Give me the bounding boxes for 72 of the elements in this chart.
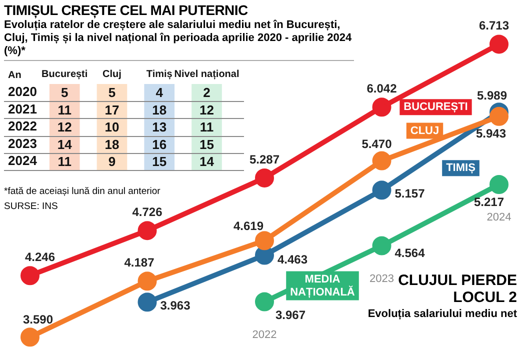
data-label: 4.246 xyxy=(24,250,56,264)
data-label: 6.713 xyxy=(478,18,510,33)
point xyxy=(20,266,40,286)
data-label: 13 xyxy=(152,120,167,135)
data-label: 12 xyxy=(57,120,72,135)
data-label: 15 xyxy=(152,154,167,170)
point xyxy=(138,292,157,312)
y-axis-title: An xyxy=(8,70,22,81)
x-tick-label: București xyxy=(42,68,88,80)
data-label: 3.963 xyxy=(160,298,191,312)
point xyxy=(372,180,392,200)
data-label: 4.726 xyxy=(132,204,163,219)
text: CLUJUL PIERDE LOCUL 2 xyxy=(398,272,517,306)
series-label: MEDIA NAȚIONALĂ xyxy=(290,273,355,298)
point xyxy=(255,231,274,250)
data-label: 11 xyxy=(200,120,214,135)
data-label: 4.463 xyxy=(277,252,308,267)
data-label: 15 xyxy=(200,136,214,152)
text: Evoluția salariului mediu net xyxy=(367,308,517,321)
y-tick-label: 2023 xyxy=(8,136,37,151)
chart-title: TIMIȘUL CREȘTE CEL MAI PUTERNIC xyxy=(4,2,249,18)
x-tick-label: Nivel național xyxy=(174,68,240,80)
data-label: 11 xyxy=(58,102,72,118)
data-label: 10 xyxy=(104,120,120,135)
point xyxy=(138,272,157,291)
y-tick-label: 2021 xyxy=(8,101,37,116)
point xyxy=(372,98,392,117)
data-label: 4.187 xyxy=(124,255,155,270)
data-label: 5.989 xyxy=(476,88,508,102)
series-label: CLUJ xyxy=(410,124,440,137)
series-label: TIMIȘ xyxy=(446,162,476,174)
data-label: 16 xyxy=(152,136,167,152)
point xyxy=(490,175,508,194)
data-label: 3.967 xyxy=(275,308,306,322)
data-label: 11 xyxy=(58,154,72,170)
annotation: SURSE: INS xyxy=(4,201,58,212)
point xyxy=(138,221,157,240)
point xyxy=(490,34,508,54)
data-label: 5 xyxy=(60,85,68,100)
data-label: 6.042 xyxy=(366,81,398,96)
data-label: 5.943 xyxy=(476,126,506,141)
x-tick-label: Cluj xyxy=(102,68,122,80)
y-tick-label: 2020 xyxy=(8,84,37,100)
data-label: 5.287 xyxy=(249,152,280,166)
data-label: 5 xyxy=(108,85,116,100)
data-label: 5.470 xyxy=(362,137,392,152)
data-label: 18 xyxy=(152,102,167,118)
data-label: 3.590 xyxy=(22,312,54,326)
data-label: 5.157 xyxy=(394,186,426,200)
data-label: 12 xyxy=(200,102,214,118)
data-label: 4 xyxy=(156,85,164,100)
x-tick-label: Timiș xyxy=(146,68,173,80)
point xyxy=(255,168,274,188)
data-label: 9 xyxy=(108,154,116,170)
series-label: BUCUREȘTI xyxy=(404,101,468,114)
point xyxy=(372,151,392,170)
annotation: *fată de aceiași lună din anul anterior xyxy=(4,186,162,197)
point xyxy=(372,236,392,256)
data-label: 4.619 xyxy=(233,218,264,233)
chart-subtitle: Evoluția ratelor de creștere ale salariului mediu net în București, Cluj, Timiș și la nivel național în perioada aprilie 2020 - aprilie 2024 (%)* xyxy=(4,19,354,61)
data-label: 5.217 xyxy=(474,194,504,209)
y-tick-label: 2024 xyxy=(8,153,38,168)
point xyxy=(255,292,274,312)
data-label: 2 xyxy=(203,85,210,100)
data-label: 14 xyxy=(57,136,73,152)
data-label: 17 xyxy=(104,102,120,118)
data-label: 18 xyxy=(104,136,120,152)
data-label: 14 xyxy=(200,154,215,170)
point xyxy=(20,328,40,347)
point xyxy=(490,106,508,126)
y-tick-label: 2022 xyxy=(8,118,37,134)
data-label: 4.564 xyxy=(394,246,426,260)
